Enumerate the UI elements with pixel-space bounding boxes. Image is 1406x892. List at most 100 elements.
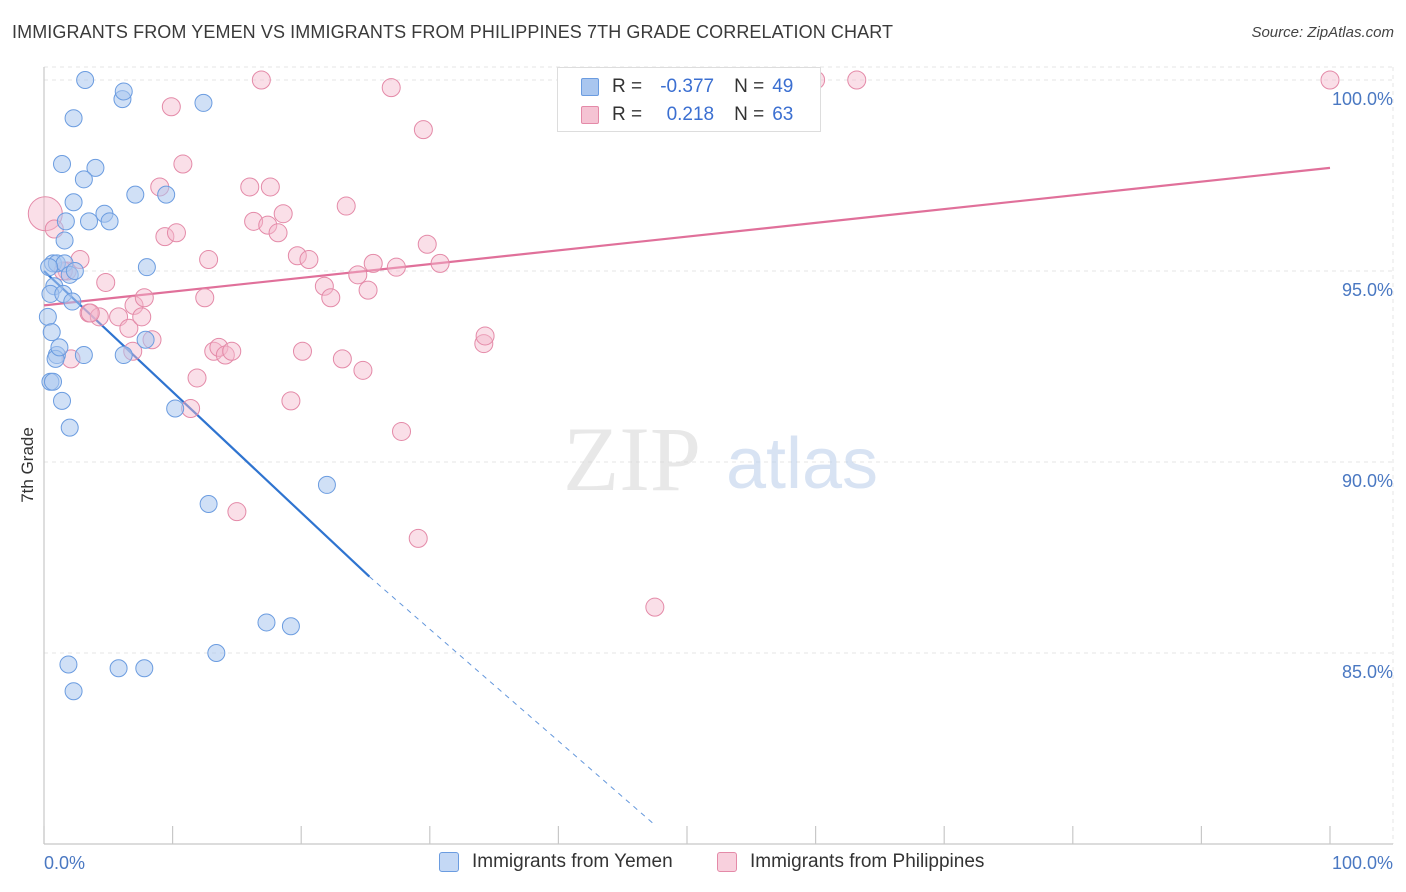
r-label: R = — [612, 104, 643, 125]
point-philippines — [281, 391, 301, 411]
point-yemen — [166, 399, 185, 418]
legend-label-philippines: Immigrants from Philippines — [750, 851, 985, 872]
point-yemen — [64, 109, 83, 128]
series-legend: Immigrants from Yemen Immigrants from Ph… — [0, 851, 1406, 879]
y-tick-label: 100.0% — [1332, 89, 1393, 109]
point-yemen — [56, 212, 75, 231]
point-philippines — [392, 421, 412, 441]
point-philippines — [132, 307, 152, 327]
watermark-zip: ZIP — [563, 408, 701, 510]
point-philippines — [336, 196, 356, 216]
point-yemen — [74, 170, 93, 189]
point-yemen — [207, 644, 226, 662]
yemen-swatch — [581, 78, 599, 96]
point-yemen — [38, 307, 57, 326]
point-yemen — [42, 323, 61, 342]
point-philippines — [166, 223, 186, 243]
point-yemen — [65, 262, 84, 280]
point-philippines — [1320, 70, 1340, 90]
series-philippines-points — [27, 70, 1340, 617]
tick-labels: 85.0% 90.0% 95.0% 100.0% 0.0% 100.0% — [44, 89, 1393, 873]
point-philippines — [119, 318, 139, 338]
axes — [43, 67, 1393, 845]
trend-line-yemen-extension — [369, 576, 656, 826]
point-philippines — [386, 257, 406, 277]
point-yemen — [64, 193, 83, 212]
point-yemen — [59, 655, 78, 674]
point-yemen — [76, 71, 95, 89]
point-philippines — [240, 177, 260, 197]
point-philippines — [381, 78, 401, 98]
watermark-atlas: atlas — [726, 424, 878, 504]
point-philippines — [222, 341, 242, 361]
y-tick-label: 95.0% — [1342, 280, 1393, 300]
point-yemen — [317, 475, 336, 494]
point-philippines — [173, 154, 193, 174]
legend-item-philippines: Immigrants from Philippines — [717, 851, 984, 873]
point-philippines — [199, 250, 219, 270]
point-philippines — [124, 295, 144, 315]
point-philippines — [268, 223, 288, 243]
point-philippines — [260, 177, 280, 197]
point-philippines — [363, 253, 383, 273]
point-yemen — [157, 185, 176, 204]
trend-line-philippines — [43, 166, 1331, 307]
y-tick-label: 85.0% — [1342, 662, 1393, 682]
n-label: N = — [734, 104, 765, 125]
point-philippines — [195, 288, 215, 308]
source-credit: Source: ZipAtlas.com — [1251, 24, 1394, 41]
legend-row-yemen: R = -0.377 N = 49 — [558, 72, 793, 102]
trend-lines — [43, 166, 1331, 826]
point-philippines — [187, 368, 207, 388]
point-philippines — [258, 215, 278, 235]
point-philippines — [353, 360, 373, 380]
n-label: N = — [734, 76, 765, 97]
point-philippines — [244, 211, 264, 231]
point-philippines — [292, 341, 312, 361]
yemen-legend-swatch — [439, 852, 459, 872]
n-value: 63 — [772, 104, 794, 125]
point-philippines — [287, 246, 307, 266]
point-yemen — [135, 659, 154, 678]
chart-title: IMMIGRANTS FROM YEMEN VS IMMIGRANTS FROM… — [12, 22, 894, 42]
r-value: 0.218 — [666, 104, 715, 125]
point-philippines — [408, 528, 428, 548]
point-philippines — [161, 97, 181, 117]
point-yemen — [136, 330, 155, 349]
point-yemen — [40, 258, 59, 277]
point-philippines — [314, 276, 334, 296]
point-philippines — [847, 70, 867, 90]
point-yemen — [63, 292, 82, 311]
point-philippines — [134, 288, 154, 308]
point-yemen — [199, 495, 218, 514]
point-yemen — [80, 212, 99, 231]
point-philippines — [474, 334, 494, 354]
point-yemen — [126, 185, 145, 204]
point-philippines — [155, 227, 175, 247]
point-yemen — [86, 158, 105, 177]
legend-label-yemen: Immigrants from Yemen — [472, 851, 673, 872]
series-yemen-points — [38, 71, 336, 701]
point-philippines — [181, 399, 201, 419]
point-philippines — [430, 253, 450, 273]
n-value: 49 — [772, 76, 794, 97]
point-philippines — [417, 234, 437, 254]
point-philippines — [227, 502, 247, 522]
point-philippines — [358, 280, 378, 300]
point-yemen — [137, 258, 156, 277]
point-yemen — [55, 231, 74, 250]
point-philippines — [332, 349, 352, 369]
point-yemen — [50, 338, 69, 357]
point-yemen — [100, 212, 119, 231]
point-yemen — [281, 617, 300, 636]
point-philippines — [645, 597, 665, 617]
y-axis-title: 7th Grade — [18, 427, 37, 503]
point-philippines — [321, 288, 341, 308]
point-philippines — [475, 326, 495, 346]
point-philippines — [273, 204, 293, 224]
philippines-legend-swatch — [717, 852, 737, 872]
point-yemen — [60, 418, 79, 437]
point-yemen — [74, 346, 93, 365]
point-philippines — [299, 250, 319, 270]
